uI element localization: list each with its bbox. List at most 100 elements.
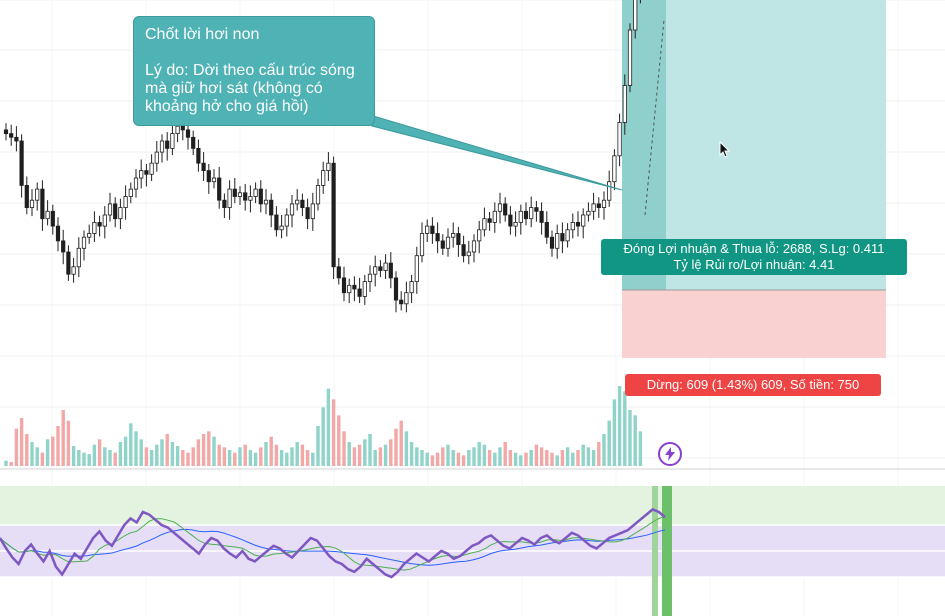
volume-bar: [612, 399, 617, 466]
volume-bar: [248, 450, 253, 466]
candle-body: [607, 181, 612, 201]
candle-body: [425, 225, 430, 234]
candle-body: [113, 203, 118, 220]
volume-bar: [378, 447, 383, 466]
candle-body: [180, 125, 185, 131]
candle-body: [206, 170, 211, 183]
volume-bar: [134, 431, 138, 466]
candle-body: [50, 210, 55, 227]
candle-body: [529, 207, 534, 220]
volume-bar: [149, 450, 154, 466]
candle-body: [378, 266, 383, 271]
candle-body: [217, 177, 222, 201]
volume-pane: [4, 386, 643, 466]
mouse-cursor-icon: [719, 140, 731, 164]
volume-bar: [25, 434, 29, 466]
candle-body: [61, 240, 66, 253]
candle-body: [159, 140, 165, 153]
candle-body: [357, 288, 362, 297]
volume-bar: [607, 420, 611, 466]
volume-bar: [357, 444, 362, 466]
volume-bar: [253, 452, 258, 466]
candle-body: [295, 199, 300, 205]
volume-bar: [92, 444, 97, 466]
candle-body: [482, 218, 487, 231]
candle-body: [76, 247, 81, 268]
lightning-alert-icon[interactable]: [658, 442, 682, 466]
volume-bar: [108, 450, 112, 466]
candle-body: [440, 240, 445, 249]
volume-bar: [264, 442, 268, 466]
volume-bar: [66, 420, 71, 466]
volume-bar: [51, 436, 55, 466]
candle-body: [331, 162, 336, 268]
candle-body: [555, 233, 560, 249]
volume-bar: [529, 450, 533, 466]
candle-body: [445, 236, 451, 249]
volume-bar: [295, 442, 299, 466]
trade-note-callout[interactable]: Chốt lời hơi non Lý do: Dời theo cấu trú…: [133, 16, 375, 126]
candle-body: [399, 299, 404, 305]
volume-bar: [461, 455, 466, 466]
volume-bar: [129, 423, 133, 466]
volume-bar: [435, 452, 440, 466]
candle-body: [601, 199, 607, 208]
candle-body: [373, 266, 378, 275]
volume-bar: [118, 442, 123, 466]
volume-bar: [415, 447, 419, 466]
candle-body: [149, 162, 154, 175]
candle-body: [352, 284, 357, 290]
volume-bar: [425, 452, 429, 466]
loss-zone[interactable]: [622, 290, 886, 358]
volume-bar: [513, 452, 518, 466]
volume-bar: [191, 447, 195, 466]
volume-bar: [227, 450, 232, 466]
candle-body: [248, 196, 253, 201]
candle-body: [591, 203, 596, 212]
candle-body: [570, 221, 575, 231]
volume-bar: [591, 450, 596, 466]
volume-bar: [493, 452, 497, 466]
candle-body: [362, 281, 367, 297]
candle-body: [191, 136, 196, 149]
volume-bar: [368, 434, 372, 466]
volume-bar: [316, 426, 320, 466]
volume-bar: [30, 442, 34, 466]
candle-body: [97, 221, 102, 227]
volume-bar: [508, 450, 513, 466]
candle-body: [66, 251, 71, 275]
candle-body: [393, 277, 399, 301]
candle-body: [388, 262, 393, 279]
candle-body: [633, 0, 638, 31]
volume-bar: [305, 450, 310, 466]
stop-label[interactable]: Dừng: 609 (1.43%) 609, Số tiền: 750: [625, 374, 881, 396]
candle-body: [513, 221, 518, 227]
candle-body: [492, 210, 497, 223]
volume-bar: [399, 420, 403, 466]
volume-bar: [4, 460, 8, 466]
note-body: Lý do: Dời theo cấu trúc sóng mà giữ hơi…: [145, 62, 355, 115]
volume-bar: [519, 455, 523, 466]
volume-bar: [285, 452, 289, 466]
volume-bar: [534, 444, 539, 466]
candle-body: [419, 233, 425, 257]
volume-bar: [212, 436, 216, 466]
volume-bar: [352, 447, 357, 466]
candle-body: [477, 229, 482, 242]
candle-body: [139, 170, 144, 179]
candle-body: [487, 218, 492, 223]
volume-bar: [243, 444, 247, 466]
candle-body: [144, 170, 149, 175]
volume-bar: [170, 442, 175, 466]
volume-bar: [311, 452, 315, 466]
target-label[interactable]: Đóng Lợi nhuận & Thua lỗ: 2688, S.Lg: 0.…: [601, 239, 907, 275]
candle-body: [154, 151, 159, 164]
candle-body: [40, 188, 45, 220]
volume-bar: [389, 439, 393, 466]
candle-body: [627, 29, 633, 86]
volume-bar: [581, 444, 585, 466]
rsi-ema-line: [0, 528, 666, 566]
dashed-projection-line: [644, 19, 665, 216]
candle-body: [14, 136, 19, 142]
candle-body: [414, 255, 419, 282]
